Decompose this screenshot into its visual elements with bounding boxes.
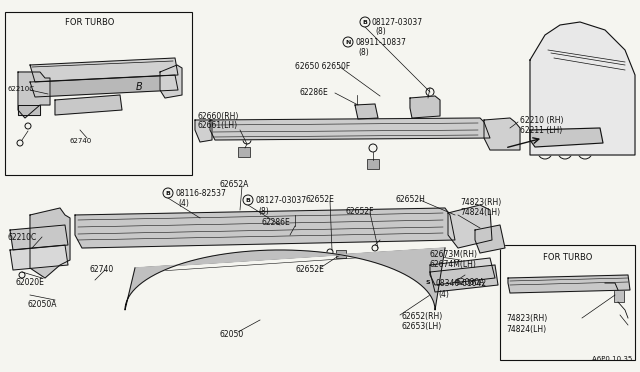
Text: $\it{B}$: $\it{B}$ (135, 80, 143, 92)
Text: (4): (4) (438, 290, 449, 299)
Text: 62210 (RH): 62210 (RH) (520, 116, 563, 125)
Text: (8): (8) (258, 207, 269, 216)
Text: 08127-03037: 08127-03037 (255, 196, 306, 205)
Polygon shape (355, 104, 378, 119)
Text: 62652A: 62652A (220, 180, 250, 189)
Text: 62652(RH): 62652(RH) (402, 312, 444, 321)
Text: A6P0 10 35: A6P0 10 35 (592, 356, 632, 362)
Polygon shape (410, 96, 440, 118)
Text: 62210C: 62210C (7, 86, 34, 92)
Text: 62286E: 62286E (262, 218, 291, 227)
Text: FOR TURBO: FOR TURBO (543, 253, 593, 262)
Text: 62661(LH): 62661(LH) (198, 121, 238, 130)
Polygon shape (530, 22, 635, 155)
Polygon shape (448, 205, 492, 248)
Polygon shape (195, 120, 212, 142)
Polygon shape (475, 225, 505, 253)
Polygon shape (530, 128, 603, 147)
Polygon shape (10, 245, 68, 270)
Polygon shape (10, 225, 68, 250)
Bar (238, 147, 250, 157)
Bar (367, 159, 379, 169)
Text: B: B (246, 198, 250, 202)
Polygon shape (30, 58, 178, 82)
Text: 08340-61642: 08340-61642 (435, 279, 486, 288)
Text: 62652E: 62652E (295, 265, 324, 274)
Bar (5, 12, 192, 175)
Polygon shape (160, 65, 182, 98)
Polygon shape (430, 265, 498, 292)
Polygon shape (484, 118, 520, 150)
Text: 74823(RH): 74823(RH) (506, 314, 547, 323)
Text: 62080A: 62080A (455, 278, 484, 287)
Bar (500, 245, 635, 360)
Text: (8): (8) (358, 48, 369, 57)
Bar (197, 215, 207, 224)
Text: (4): (4) (178, 199, 189, 208)
Text: 62674M(LH): 62674M(LH) (430, 260, 477, 269)
Text: 08127-03037: 08127-03037 (372, 18, 423, 27)
Polygon shape (30, 208, 70, 278)
Polygon shape (18, 105, 40, 115)
Text: (8): (8) (375, 27, 386, 36)
Text: 62211 (LH): 62211 (LH) (520, 126, 563, 135)
Text: 74824(LH): 74824(LH) (506, 325, 546, 334)
Text: 74823(RH): 74823(RH) (460, 198, 501, 207)
Text: 62652H: 62652H (395, 195, 425, 204)
Text: 62210C: 62210C (8, 233, 37, 242)
Text: 62286E: 62286E (300, 88, 329, 97)
Text: 62050A: 62050A (28, 300, 58, 309)
Text: B: B (166, 190, 170, 196)
Polygon shape (508, 275, 630, 293)
Text: N: N (346, 39, 351, 45)
Polygon shape (18, 72, 50, 118)
Polygon shape (55, 95, 122, 115)
Text: 74824(LH): 74824(LH) (460, 208, 500, 217)
Text: 62652E: 62652E (305, 195, 334, 204)
Text: B: B (363, 19, 367, 25)
Bar (95, 98, 103, 106)
Polygon shape (75, 208, 455, 248)
Text: 62740: 62740 (70, 138, 92, 144)
Polygon shape (30, 75, 178, 97)
Text: FOR TURBO: FOR TURBO (65, 18, 115, 27)
Bar (336, 250, 346, 258)
Polygon shape (430, 258, 495, 285)
Text: 62050: 62050 (220, 330, 244, 339)
Polygon shape (125, 248, 445, 310)
Text: 62673M(RH): 62673M(RH) (430, 250, 478, 259)
Text: 62020E: 62020E (15, 278, 44, 287)
Text: 62660(RH): 62660(RH) (198, 112, 239, 121)
Text: S: S (426, 280, 430, 285)
Bar (72, 102, 80, 110)
Bar (614, 290, 624, 302)
Text: 62740: 62740 (90, 265, 115, 274)
Text: 62650 62650F: 62650 62650F (295, 62, 350, 71)
Text: 08116-82537: 08116-82537 (175, 189, 226, 198)
Text: 08911-10837: 08911-10837 (355, 38, 406, 47)
Text: 62652F: 62652F (345, 207, 374, 216)
Polygon shape (210, 118, 490, 140)
Text: 62653(LH): 62653(LH) (402, 322, 442, 331)
